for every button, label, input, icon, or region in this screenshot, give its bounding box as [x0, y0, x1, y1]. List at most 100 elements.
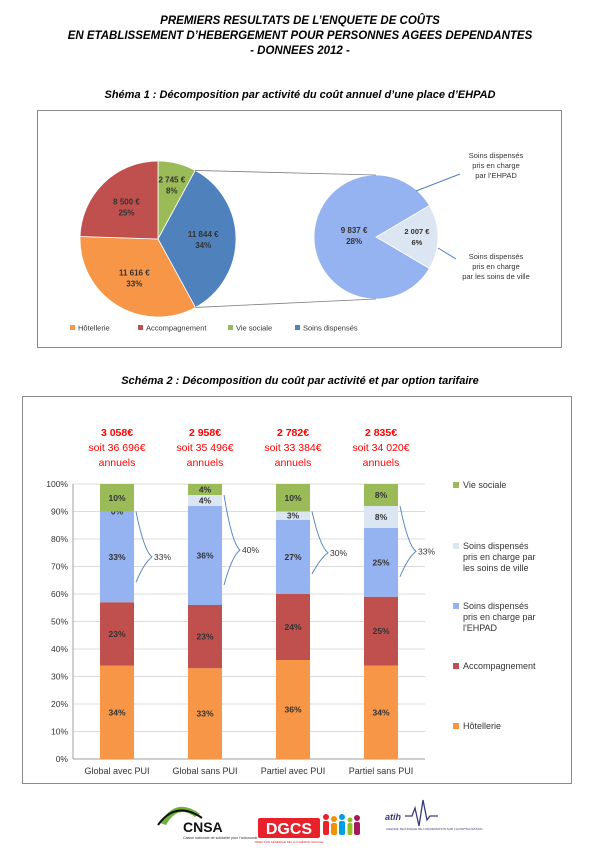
breakdown-slice-soins_ehpad — [313, 174, 430, 300]
bar-segment-label: 24% — [284, 622, 301, 632]
pie-percent-label: 34% — [195, 241, 211, 250]
soins-bracket — [311, 511, 329, 575]
logos-svg: CNSA Caisse nationale de solidarité pour… — [157, 799, 482, 844]
soins-bracket — [399, 505, 417, 577]
cnsa-logo: CNSA Caisse nationale de solidarité pour… — [157, 806, 258, 840]
bar-segment-label: 8% — [375, 512, 388, 522]
legend-swatch-vie_sociale — [228, 325, 233, 330]
title-line-1: PREMIERS RESULTATS DE L’ENQUETE DE COÛTS — [160, 15, 440, 27]
bar-segment-label: 23% — [196, 632, 213, 642]
bar-segment-label: 27% — [284, 552, 301, 562]
breakdown-percent-label: 6% — [411, 238, 422, 247]
soins-total-label: 30% — [330, 548, 347, 558]
legend-label: Vie sociale — [236, 324, 272, 333]
legend-swatch-soins_ehpad — [453, 603, 459, 609]
pie-value-label: 8 500 € — [113, 198, 140, 207]
y-tick-label: 70% — [51, 562, 68, 572]
callout-line-ehpad — [415, 173, 461, 192]
bar-segment-hotellerie — [364, 665, 398, 759]
bar-segment-vie_sociale — [364, 484, 398, 506]
title-line-2: EN ETABLISSEMENT D’HEBERGEMENT POUR PERS… — [67, 30, 533, 42]
bar-segment-label: 10% — [108, 493, 125, 503]
breakdown-annotation-ehpad: Soins dispensés pris en charge par l’EHPAD — [469, 151, 524, 180]
atih-logo-tagline: AGENCE TECHNIQUE DE L’INFORMATION SUR L’… — [386, 827, 482, 831]
soins-total-label: 33% — [154, 552, 171, 562]
x-category-label: Global sans PUI — [172, 766, 237, 776]
bar-segment-accompagnement — [276, 594, 310, 660]
connector-line-bottom — [195, 298, 377, 308]
bar-segment-accompagnement — [188, 605, 222, 669]
logos-footer: CNSA Caisse nationale de solidarité pour… — [0, 790, 600, 850]
cost-unit-label: annuels — [99, 457, 136, 469]
y-tick-label: 90% — [51, 507, 68, 517]
bar-segment-soins_ehpad — [100, 511, 134, 603]
cost-unit-label: annuels — [363, 457, 400, 469]
pie-percent-label: 8% — [166, 187, 178, 196]
legend-label: Soins dispensés — [303, 324, 358, 333]
y-tick-label: 80% — [51, 534, 68, 544]
dgcs-logo: DGCS DIRECTION GÉNÉRALE DE LA COHÉSION S… — [255, 814, 360, 844]
bar-segment-soins_ville — [188, 495, 222, 506]
legend-swatch-soins_ville — [453, 543, 459, 549]
y-tick-label: 50% — [51, 617, 68, 627]
bar-segment-label: 34% — [108, 707, 125, 717]
bar-segment-accompagnement — [100, 602, 134, 666]
legend-label: Vie sociale — [463, 480, 506, 490]
heartbeat-icon — [405, 799, 438, 827]
bar-segment-label: 3% — [287, 511, 300, 521]
pie-value-label: 11 616 € — [119, 269, 150, 278]
legend-swatch-vie_sociale — [453, 482, 459, 488]
pie-percent-label: 25% — [119, 209, 135, 218]
bar-segment-label: 10% — [284, 493, 301, 503]
bar-segment-label: 4% — [199, 496, 212, 506]
x-category-label: Partiel sans PUI — [349, 766, 414, 776]
bar-segment-label: 33% — [108, 552, 125, 562]
pie-percent-label: 33% — [126, 280, 142, 289]
atih-logo: atih AGENCE TECHNIQUE DE L’INFORMATION S… — [385, 799, 482, 831]
y-tick-label: 60% — [51, 589, 68, 599]
breakdown-value-label: 2 007 € — [404, 227, 430, 236]
pie-chart: 2 745 € 8% 11 844 € 34% 11 616 € 33% 8 500 € 25… — [70, 151, 530, 333]
cost-unit-label: annuels — [275, 457, 312, 469]
cost-annual-label: soit 34 020€ — [352, 442, 409, 454]
atih-logo-name: atih — [385, 812, 402, 822]
breakdown-slice-soins_ville — [375, 204, 439, 270]
dgcs-logo-name: DGCS — [266, 821, 313, 838]
bar-segment-vie_sociale — [100, 484, 134, 512]
bar-segment-soins_ehpad — [364, 528, 398, 597]
y-tick-label: 0% — [56, 754, 69, 764]
legend-label: Hôtellerie — [463, 721, 501, 731]
bar-segment-hotellerie — [276, 660, 310, 759]
bar-segment-soins_ehpad — [276, 519, 310, 594]
stacked-bar-chart: 0% 10% 20% 30% 40% 50% 60% 70% 80% 90% 100% 34% 23% 3… — [46, 427, 536, 776]
legend-swatch-accompagnement — [453, 663, 459, 669]
y-tick-label: 10% — [51, 727, 68, 737]
cost-monthly-label: 3 058€ — [101, 427, 133, 439]
document-title: PREMIERS RESULTATS DE L’ENQUETE DE COÛTS… — [0, 14, 600, 59]
y-tick-label: 40% — [51, 644, 68, 654]
legend-swatch-hotellerie — [453, 723, 459, 729]
x-category-label: Partiel avec PUI — [261, 766, 326, 776]
y-tick-label: 20% — [51, 699, 68, 709]
cost-annual-label: soit 35 496€ — [176, 442, 233, 454]
pie-value-label: 11 844 € — [188, 230, 219, 239]
legend-swatch-hotellerie — [70, 325, 75, 330]
bar-segment-hotellerie — [188, 668, 222, 759]
dgcs-logo-tagline: DIRECTION GÉNÉRALE DE LA COHÉSION SOCIAL… — [255, 839, 324, 844]
cost-annual-label: soit 33 384€ — [264, 442, 321, 454]
legend-label: Accompagnement — [463, 661, 536, 671]
soins-bracket — [135, 511, 153, 583]
bar-segment-soins_ville — [276, 511, 310, 520]
bar-segment-vie_sociale — [276, 484, 310, 512]
soins-total-label: 33% — [418, 546, 435, 556]
pie-slice-accompagnement — [79, 160, 159, 240]
cnsa-logo-name: CNSA — [183, 819, 223, 835]
pie-slice-soins — [157, 169, 237, 308]
legend-label: Soins dispensés pris en charge par les soi… — [463, 541, 536, 573]
legend-label: Accompagnement — [146, 324, 207, 333]
cost-unit-label: annuels — [187, 457, 224, 469]
bar-segment-label: 36% — [284, 705, 301, 715]
bar-segment-label: 4% — [199, 485, 212, 495]
bar-segment-label: 25% — [372, 557, 389, 567]
legend-label: Soins dispensés pris en charge par l'EHPAD — [463, 601, 536, 633]
